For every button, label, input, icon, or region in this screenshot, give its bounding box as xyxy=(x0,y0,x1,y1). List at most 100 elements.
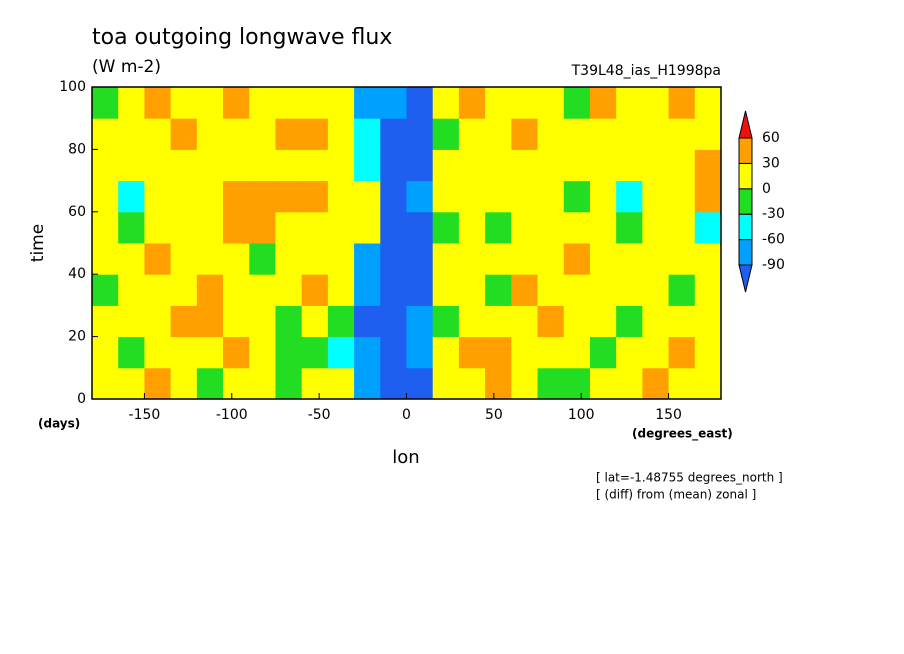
heatmap-cell xyxy=(223,336,250,369)
heatmap-cell xyxy=(563,336,591,369)
heatmap-cell xyxy=(406,149,434,182)
heatmap-cell xyxy=(92,211,119,244)
heatmap-cell xyxy=(485,149,512,182)
colorbar-label: 60 xyxy=(762,130,780,146)
heatmap-cell xyxy=(301,336,329,369)
heatmap-cell xyxy=(301,274,329,306)
chart-title: toa outgoing longwave flux xyxy=(92,25,392,50)
heatmap-cell xyxy=(196,211,224,244)
heatmap-cell xyxy=(642,180,670,213)
heatmap-cell xyxy=(589,336,617,369)
x-tick-label: 150 xyxy=(655,407,682,423)
heatmap-cell xyxy=(616,118,643,150)
heatmap-cell xyxy=(380,367,407,400)
heatmap-cell xyxy=(196,149,224,182)
heatmap-cell xyxy=(249,180,276,213)
heatmap-cell xyxy=(616,367,643,400)
heatmap-cell xyxy=(406,243,434,275)
heatmap-cell xyxy=(537,367,565,400)
heatmap-cell xyxy=(144,367,172,400)
heatmap-cell xyxy=(196,305,224,338)
heatmap-cell xyxy=(249,149,276,182)
heatmap-cell xyxy=(668,336,696,369)
heatmap-cell xyxy=(406,305,434,338)
heatmap-cell xyxy=(694,118,722,150)
heatmap-cell xyxy=(275,336,303,369)
heatmap-cell xyxy=(642,336,670,369)
heatmap-cell xyxy=(275,118,303,150)
heatmap-cell xyxy=(301,367,329,400)
heatmap-cell xyxy=(118,274,145,306)
heatmap-cell xyxy=(275,367,303,400)
colorbar-triangle xyxy=(738,110,753,139)
heatmap-cell xyxy=(694,87,722,119)
heatmap-cell xyxy=(406,87,434,119)
heatmap-cell xyxy=(537,118,565,150)
heatmap-cell xyxy=(327,336,355,369)
heatmap-cell xyxy=(642,274,670,306)
heatmap-cell xyxy=(537,87,565,119)
heatmap-cell xyxy=(196,180,224,213)
heatmap-cell xyxy=(485,118,512,150)
heatmap-cell xyxy=(406,211,434,244)
heatmap-cell xyxy=(485,211,512,244)
heatmap-cell xyxy=(668,87,696,119)
heatmap-cell xyxy=(694,336,722,369)
heatmap-cell xyxy=(694,367,722,400)
heatmap-cell xyxy=(118,336,145,369)
heatmap-cell xyxy=(354,211,381,244)
heatmap-cell xyxy=(432,118,460,150)
heatmap-cell xyxy=(354,305,381,338)
heatmap-cell xyxy=(485,87,512,119)
heatmap-cell xyxy=(144,211,172,244)
heatmap-cell xyxy=(485,336,512,369)
heatmap-cell xyxy=(301,180,329,213)
heatmap-cell xyxy=(223,87,250,119)
colorbar-box xyxy=(738,137,753,164)
note: [ lat=-1.48755 degrees_north ] xyxy=(596,471,783,485)
heatmap-cell xyxy=(380,243,407,275)
heatmap-cell xyxy=(170,305,198,338)
heatmap-cell xyxy=(118,87,145,119)
heatmap-cell xyxy=(249,118,276,150)
colorbar-label: 0 xyxy=(762,181,771,197)
heatmap-cell xyxy=(694,243,722,275)
x-tick-label: -50 xyxy=(308,407,331,423)
heatmap-cell xyxy=(327,180,355,213)
heatmap-cell xyxy=(196,336,224,369)
heatmap-cell xyxy=(511,87,539,119)
heatmap-cell xyxy=(223,149,250,182)
heatmap-cell xyxy=(144,274,172,306)
heatmap-cell xyxy=(642,211,670,244)
heatmap-cell xyxy=(432,336,460,369)
heatmap-cell xyxy=(406,336,434,369)
heatmap-cell xyxy=(511,149,539,182)
heatmap-cell xyxy=(92,274,119,306)
heatmap-cell xyxy=(406,180,434,213)
heatmap-cell xyxy=(668,149,696,182)
heatmap-cell xyxy=(223,118,250,150)
heatmap-cell xyxy=(563,274,591,306)
heatmap-cell xyxy=(563,305,591,338)
heatmap-cell xyxy=(92,243,119,275)
heatmap-cell xyxy=(275,274,303,306)
heatmap-cell xyxy=(380,118,407,150)
heatmap-cell xyxy=(354,87,381,119)
heatmap-cell xyxy=(354,336,381,369)
y-unit: (days) xyxy=(38,417,80,431)
heatmap-cell xyxy=(223,211,250,244)
heatmap-cell xyxy=(354,274,381,306)
x-unit: (degrees_east) xyxy=(632,427,733,442)
heatmap-cell xyxy=(642,87,670,119)
heatmap-cell xyxy=(118,180,145,213)
heatmap-cell xyxy=(170,180,198,213)
heatmap-cell xyxy=(563,367,591,400)
x-axis-title: lon xyxy=(392,447,419,468)
heatmap-cell xyxy=(668,211,696,244)
heatmap-cell xyxy=(642,367,670,400)
heatmap-cell xyxy=(118,118,145,150)
heatmap-cell xyxy=(642,118,670,150)
heatmap-cell xyxy=(432,274,460,306)
heatmap-cell xyxy=(458,367,486,400)
heatmap-cell xyxy=(458,243,486,275)
